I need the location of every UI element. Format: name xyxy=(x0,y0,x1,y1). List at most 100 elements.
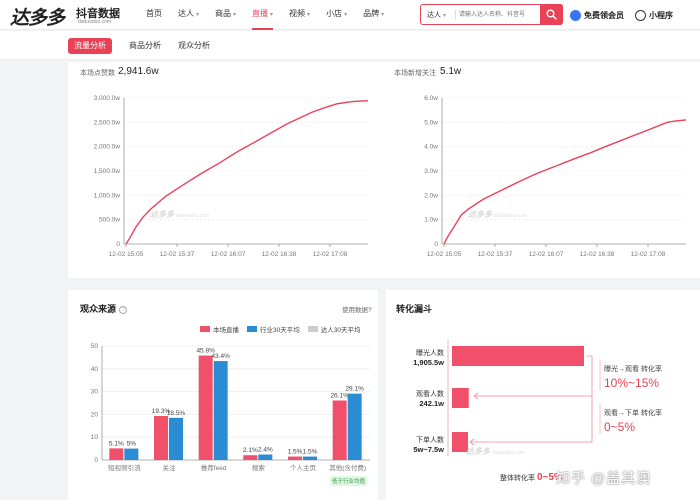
watermark-url: daduoduo.com xyxy=(494,213,528,219)
funnel-connector xyxy=(470,396,593,443)
bar-value-label: 26.1% xyxy=(330,392,349,399)
view-to-order-title: 观看→下单 转化率 xyxy=(604,410,662,417)
likes-series-line xyxy=(125,100,369,245)
followers-y-tick: 2.0w xyxy=(424,192,438,199)
nav-item-label: 品牌 xyxy=(363,9,380,18)
data-usage-link[interactable]: 使用数据? xyxy=(342,307,372,314)
followers-metric-value: 5.1w xyxy=(440,66,462,77)
bar-category-label: 搜索 xyxy=(252,463,265,472)
nav-item-label: 首页 xyxy=(146,9,162,18)
arrow-left-icon xyxy=(473,392,479,400)
bar-live[interactable] xyxy=(288,456,302,460)
bar-category-label: 关注 xyxy=(163,463,177,472)
main-nav: 首页 达人 ▾ 商品 ▾ 直播 ▾ 视频 ▾ 小店 ▾ 品牌 ▾ xyxy=(138,0,392,30)
bar-industry[interactable] xyxy=(258,454,273,460)
bar-y-tick: 0 xyxy=(94,457,98,464)
legend-item[interactable]: 达人30天平均 xyxy=(307,324,360,334)
funnel-bar[interactable] xyxy=(452,346,584,366)
tab-product-analysis[interactable]: 商品分析 xyxy=(129,41,161,50)
bar-live[interactable] xyxy=(109,448,124,460)
nav-item-1[interactable]: 达人 ▾ xyxy=(170,0,207,30)
nav-item-5[interactable]: 小店 ▾ xyxy=(318,0,355,30)
nav-item-label: 视频 xyxy=(289,9,306,18)
nav-item-3[interactable]: 直播 ▾ xyxy=(244,0,281,30)
likes-y-tick: 500.0w xyxy=(99,217,120,224)
followers-x-tick: 12-02 16:07 xyxy=(529,251,564,258)
watermark-brand: 达多多 xyxy=(466,447,490,456)
nav-item-4[interactable]: 视频 ▾ xyxy=(281,0,318,30)
bar-value-label: 1.5% xyxy=(303,449,318,456)
likes-metric-value: 2,941.6w xyxy=(118,66,159,77)
bar-value-label: 18.5% xyxy=(167,410,186,417)
exposure-to-view-title: 曝光→观看 转化率 xyxy=(604,366,662,373)
search-category-label: 达人 xyxy=(427,12,441,19)
bar-industry[interactable] xyxy=(169,417,183,460)
funnel-connector xyxy=(474,355,593,397)
search-category-select[interactable]: 达人 ▾ xyxy=(427,10,446,20)
free-vip-button[interactable]: 免费领会员 xyxy=(570,7,624,23)
tab-audience-analysis[interactable]: 观众分析 xyxy=(178,41,210,50)
search-divider xyxy=(455,10,456,20)
legend-swatch xyxy=(307,326,318,332)
likes-y-tick: 0 xyxy=(116,241,120,248)
legend-item[interactable]: 本场直播 xyxy=(200,324,239,334)
followers-y-tick: 4.0w xyxy=(424,144,438,151)
overall-conversion: 整体转化率 0~5% xyxy=(500,472,563,483)
mini-program-icon xyxy=(635,9,646,21)
bar-value-label: 2.1% xyxy=(243,447,258,454)
followers-y-tick: 3.0w xyxy=(424,168,438,175)
top-navbar: 达多多 抖音数据 daduoduo.com 首页 达人 ▾ 商品 ▾ 直播 ▾ 视频 ▾ 小店 ▾ 品… xyxy=(0,0,700,30)
bar-y-tick: 50 xyxy=(91,343,99,350)
bar-category-label: 个人主页 xyxy=(290,463,317,472)
likes-y-tick: 2,000.0w xyxy=(94,144,121,151)
tab-traffic-analysis[interactable]: 流量分析 xyxy=(68,38,112,54)
bar-value-label: 5% xyxy=(127,441,137,448)
search-input[interactable] xyxy=(459,8,537,21)
bar-industry[interactable] xyxy=(124,448,139,460)
followers-y-tick: 6.0w xyxy=(424,95,438,102)
nav-item-2[interactable]: 商品 ▾ xyxy=(207,0,244,30)
nav-item-0[interactable]: 首页 xyxy=(138,0,170,30)
likes-x-tick: 12-02 15:05 xyxy=(109,251,144,258)
nav-item-6[interactable]: 品牌 ▾ xyxy=(355,0,392,30)
logo-main-text: 达多多 xyxy=(10,8,65,29)
bar-industry[interactable] xyxy=(303,456,317,460)
funnel-bar[interactable] xyxy=(452,388,469,408)
nav-item-label: 小店 xyxy=(326,9,343,18)
bar-live[interactable] xyxy=(332,400,347,460)
bar-live[interactable] xyxy=(198,355,213,460)
audience-source-title-text: 观众来源 xyxy=(80,304,117,314)
search-icon xyxy=(546,9,557,20)
likes-trend-chart: 0 500.0w 1,000.0w 1,500.0w 2,000.0w 2,500.0w 3… xyxy=(94,95,369,258)
bar-y-tick: 10 xyxy=(91,434,99,441)
bar-value-label: 19.3% xyxy=(152,408,171,415)
free-vip-label: 免费领会员 xyxy=(584,10,624,20)
bar-industry[interactable] xyxy=(347,393,362,460)
exposure-value: 1,905.5w xyxy=(413,358,444,367)
legend-item[interactable]: 行业30天平均 xyxy=(247,324,300,334)
mini-program-button[interactable]: 小程序 xyxy=(635,7,673,23)
likes-y-tick: 1,000.0w xyxy=(94,192,121,199)
bar-live[interactable] xyxy=(243,455,258,460)
watermark-likes: 达多多 daduoduo.com xyxy=(150,209,209,220)
watermark-funnel: 达多多 daduoduo.com xyxy=(466,446,525,457)
funnel-title: 转化漏斗 xyxy=(396,304,433,314)
funnel-row-viewers: 观看人数 242.1w xyxy=(392,389,444,408)
funnel-bar[interactable] xyxy=(452,432,468,452)
logo[interactable]: 达多多 抖音数据 daduoduo.com xyxy=(10,3,132,29)
chevron-down-icon: ▾ xyxy=(233,12,237,18)
bar-industry[interactable] xyxy=(213,361,228,460)
bar-value-label: 1.5% xyxy=(288,449,303,456)
help-icon[interactable]: ? xyxy=(119,305,128,314)
bar-category-label: 推荐feed xyxy=(201,463,227,472)
bar-y-tick: 30 xyxy=(91,389,99,396)
vip-icon xyxy=(570,9,581,21)
bar-live[interactable] xyxy=(154,415,168,460)
search-button[interactable] xyxy=(540,4,563,25)
mini-program-label: 小程序 xyxy=(649,10,673,20)
exposure-label: 曝光人数 xyxy=(416,350,444,357)
zhihu-watermark: 知乎 @盖其澳 xyxy=(556,470,652,486)
logo-url-text: daduoduo.com xyxy=(78,19,112,25)
followers-metric-label: 本场新增关注 xyxy=(394,70,436,77)
followers-x-tick: 12-02 15:37 xyxy=(478,251,513,258)
